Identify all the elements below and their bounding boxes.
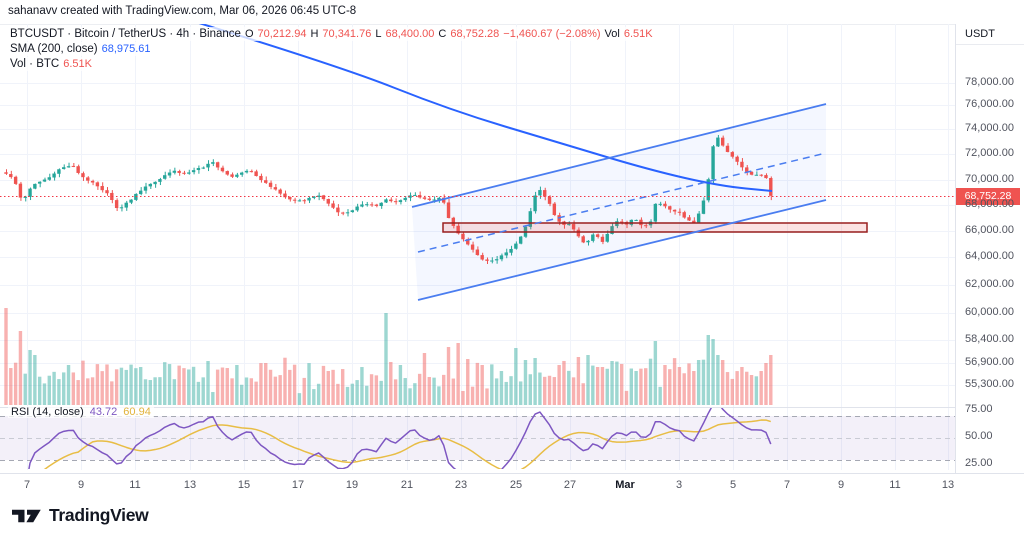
change-value: −1,460.67 (−2.08%) [503,28,601,40]
price-tick-label: 68,000.00 [965,198,1014,210]
time-tick-label: 5 [729,479,737,491]
time-tick-label: 11 [129,479,141,491]
chart-legend: BTCUSDT · Bitcoin / TetherUS · 4h · Bina… [8,27,655,72]
volume-label: Vol [604,28,620,40]
price-axis-currency-label: USDT [956,24,1024,45]
time-tick-label: 17 [291,479,305,491]
time-tick-label: 11 [889,479,901,491]
price-tick-label: 62,000.00 [965,278,1014,290]
high-value: 70,341.76 [322,28,372,40]
close-label: C [438,28,447,40]
price-axis[interactable]: USDT 68,752.28 78,000.00 76,000.00 74,000.… [955,24,1024,497]
time-tick-label: 13 [941,479,955,491]
rsi-tick-label: 75.00 [965,403,993,415]
price-tick-label: 78,000.00 [965,76,1014,88]
price-tick-label: 60,000.00 [965,306,1014,318]
tradingview-logo-icon [12,509,41,522]
open-label: O [244,28,254,40]
price-tick-label: 55,300.00 [965,378,1014,390]
rsi-tick-label: 25.00 [965,457,993,469]
price-tick-label: 72,000.00 [965,147,1014,159]
time-tick-label: 21 [400,479,414,491]
time-tick-label: 19 [345,479,359,491]
volume-indicator-label[interactable]: Vol · BTC [10,58,60,70]
close-value: 68,752.28 [450,28,500,40]
sma-indicator-value: 68,975.61 [101,43,151,55]
volume-indicator-value: 6.51K [63,58,92,70]
time-tick-label: 7 [23,479,31,491]
price-tick-label: 56,900.00 [965,356,1014,368]
price-tick-label: 64,000.00 [965,250,1014,262]
time-tick-label: 7 [783,479,791,491]
rsi-tick-label: 50.00 [965,430,993,442]
rsi-indicator-label[interactable]: RSI (14, close) [11,406,84,418]
last-price-tag: 68,752.28 [956,188,1020,205]
chart-canvas[interactable] [0,24,955,473]
price-tick-label: 74,000.00 [965,122,1014,134]
time-tick-label: 3 [675,479,683,491]
tradingview-logo-text: TradingView [49,505,149,525]
time-tick-label: 13 [183,479,197,491]
price-tick-label: 70,000.00 [965,173,1014,185]
price-tick-label: 76,000.00 [965,98,1014,110]
volume-value: 6.51K [623,28,653,40]
symbol-title[interactable]: BTCUSDT · Bitcoin / TetherUS · 4h · Bina… [10,28,241,40]
legend-sma-row[interactable]: SMA (200, close) 68,975.61 [8,42,153,56]
sma-indicator-label[interactable]: SMA (200, close) [10,43,98,55]
price-tick-label: 66,000.00 [965,224,1014,236]
low-value: 68,400.00 [385,28,435,40]
watermark-text: sahanavv created with TradingView.com, M… [8,5,357,17]
time-tick-label: 15 [237,479,251,491]
time-tick-label: 27 [563,479,577,491]
time-tick-label: 23 [454,479,468,491]
time-axis[interactable]: 7 9 11 13 15 17 19 21 23 25 27 Mar 3 5 7 9 11 13 [0,473,1024,498]
high-label: H [310,28,319,40]
time-tick-label: 9 [837,479,845,491]
time-tick-label: 9 [77,479,85,491]
legend-volume-row[interactable]: Vol · BTC 6.51K [8,57,94,71]
time-tick-label: Mar [615,479,635,491]
price-tick-label: 58,400.00 [965,333,1014,345]
rsi-ma-value: 60.94 [123,406,151,418]
tradingview-logo[interactable]: TradingView [12,505,149,526]
legend-symbol-row[interactable]: BTCUSDT · Bitcoin / TetherUS · 4h · Bina… [8,27,655,41]
rsi-legend[interactable]: RSI (14, close) 43.72 60.94 [8,406,154,418]
open-value: 70,212.94 [257,28,307,40]
low-label: L [375,28,382,40]
time-tick-label: 25 [509,479,523,491]
rsi-value: 43.72 [89,406,118,418]
